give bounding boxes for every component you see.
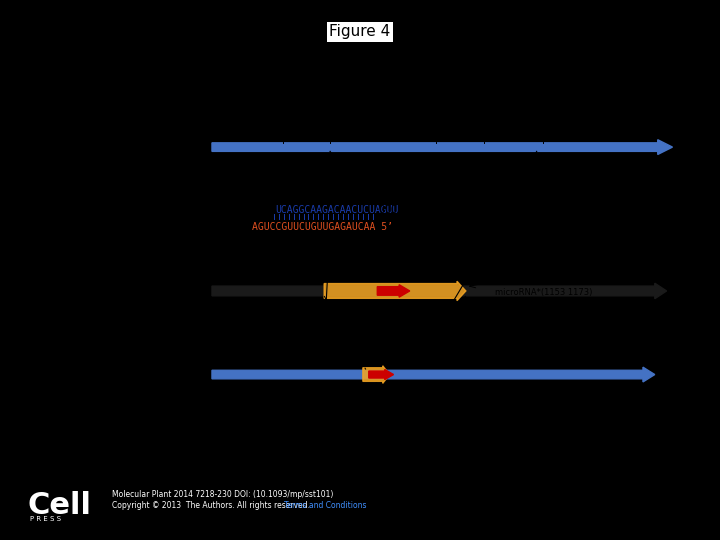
FancyArrow shape	[212, 283, 667, 299]
FancyArrow shape	[377, 285, 410, 297]
Text: MDC016057.273: MDC016057.273	[123, 278, 225, 287]
Text: 1141: 1141	[319, 265, 341, 274]
FancyArrow shape	[324, 281, 466, 301]
Text: UCAGGCAAGACAACUCUAGUU: UCAGGCAAGACAACUCUAGUU	[276, 205, 399, 215]
Text: 757: 757	[378, 349, 395, 358]
FancyArrow shape	[212, 367, 654, 382]
Text: Copyright © 2013  The Authors. All rights reserved.: Copyright © 2013 The Authors. All rights…	[112, 501, 312, 510]
Text: 1: 1	[209, 117, 215, 126]
Text: 666: 666	[357, 349, 374, 358]
Text: microRNA*(1153 1173): microRNA*(1153 1173)	[495, 288, 593, 298]
Text: Homologous
regions: Homologous regions	[357, 306, 403, 360]
Text: Figure 4: Figure 4	[329, 24, 391, 39]
Text: microRNA(1195-1215): microRNA(1195-1215)	[495, 276, 588, 286]
Text: 241-247
miRNA target: 241-247 miRNA target	[304, 104, 356, 123]
Text: 639: 639	[664, 117, 681, 126]
Text: Cell: Cell	[27, 491, 91, 521]
Text: 1232: 1232	[449, 265, 472, 274]
Text: Md-NBS
Gene: Md-NBS Gene	[123, 361, 169, 384]
Text: 1: 1	[209, 349, 215, 358]
Text: 344-352
Kinase 3: 344-352 Kinase 3	[467, 104, 500, 123]
Text: Pre-Md-miRLn11: Pre-Md-miRLn11	[495, 265, 564, 274]
Text: Terms and Conditions: Terms and Conditions	[284, 501, 367, 510]
Text: Md-NBS
Protein: Md-NBS Protein	[123, 134, 170, 157]
Text: 3’: 3’	[238, 222, 256, 232]
Text: Cleavge site7/81/8: Cleavge site7/81/8	[341, 169, 426, 178]
Text: 1917: 1917	[643, 349, 666, 358]
FancyArrow shape	[363, 366, 390, 383]
Text: Target site(721-741): Target site(721-741)	[330, 400, 422, 409]
Text: Target site
Md-miRLn11: Target site Md-miRLn11	[123, 200, 197, 223]
FancyArrow shape	[369, 369, 394, 380]
Text: P R E S S: P R E S S	[30, 516, 61, 522]
Text: GCC 3’: GCC 3’	[379, 205, 414, 215]
Text: 5’ GGA: 5’ GGA	[235, 205, 271, 215]
Text: 238-245
P-Lcop: 238-245 P-Lcop	[267, 104, 299, 123]
Text: 412-416
GLPL domain: 412-416 GLPL domain	[518, 104, 567, 123]
Text: Molecular Plant 2014 7218-230 DOI: (10.1093/mp/sst101): Molecular Plant 2014 7218-230 DOI: (10.1…	[112, 490, 333, 500]
FancyArrow shape	[212, 140, 672, 154]
Text: 319-326
Kinase 2: 319-326 Kinase 2	[420, 104, 453, 123]
Text: AGUCCGUUCUGUUGAGAUCAA 5’: AGUCCGUUCUGUUGAGAUCAA 5’	[252, 222, 393, 232]
